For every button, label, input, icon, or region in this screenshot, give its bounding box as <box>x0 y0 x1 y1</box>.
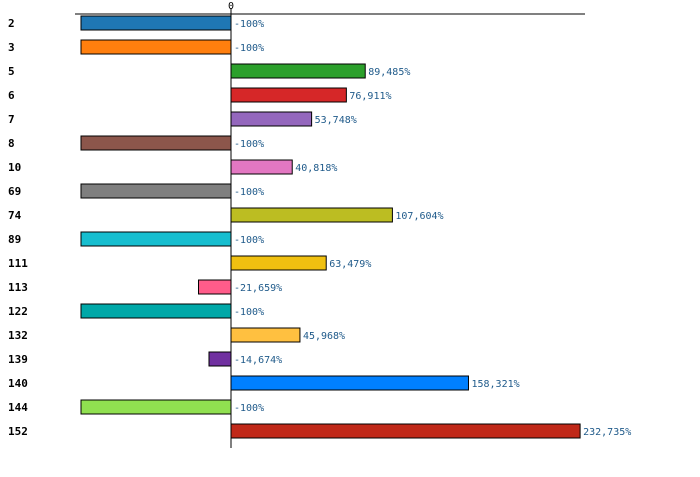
bar-2 <box>80 15 232 31</box>
bar-3 <box>80 39 232 55</box>
bar-69 <box>80 183 232 199</box>
bar-5 <box>230 63 366 79</box>
category-label-111: 111 <box>8 257 28 270</box>
bar-113 <box>198 279 232 295</box>
category-label-113: 113 <box>8 281 28 294</box>
category-label-144: 144 <box>8 401 28 414</box>
bar-8 <box>80 135 232 151</box>
category-label-140: 140 <box>8 377 28 390</box>
category-label-10: 10 <box>8 161 21 174</box>
category-label-74: 74 <box>8 209 22 222</box>
bar-152 <box>230 423 581 439</box>
category-label-132: 132 <box>8 329 28 342</box>
value-label-69: -100% <box>234 187 264 198</box>
value-label-113: -21,659% <box>234 283 282 294</box>
value-label-3: -100% <box>234 43 264 54</box>
value-label-8: -100% <box>234 139 264 150</box>
value-label-6: 76,911% <box>349 91 391 102</box>
value-label-122: -100% <box>234 307 264 318</box>
category-label-3: 3 <box>8 41 15 54</box>
value-label-74: 107,604% <box>395 211 443 222</box>
value-label-7: 53,748% <box>315 115 357 126</box>
category-label-152: 152 <box>8 425 28 438</box>
value-label-132: 45,968% <box>303 331 345 342</box>
value-label-152: 232,735% <box>583 427 631 438</box>
bar-7 <box>230 111 313 127</box>
category-label-6: 6 <box>8 89 15 102</box>
value-label-5: 89,485% <box>368 67 410 78</box>
bars-layer: 2 -100% 3 -100% 5 89,485% 6 76,911% 7 53,748% 8 -10… <box>8 15 631 439</box>
value-label-139: -14,674% <box>234 355 282 366</box>
category-label-7: 7 <box>8 113 15 126</box>
category-label-122: 122 <box>8 305 28 318</box>
bar-139 <box>208 351 232 367</box>
bar-144 <box>80 399 232 415</box>
bar-6 <box>230 87 347 103</box>
value-label-2: -100% <box>234 19 264 30</box>
category-label-5: 5 <box>8 65 15 78</box>
bar-111 <box>230 255 327 271</box>
bar-122 <box>80 303 232 319</box>
bar-10 <box>230 159 293 175</box>
value-label-111: 63,479% <box>329 259 371 270</box>
value-label-140: 158,321% <box>471 379 519 390</box>
value-label-10: 40,818% <box>295 163 337 174</box>
bar-140 <box>230 375 469 391</box>
bar-132 <box>230 327 301 343</box>
value-label-89: -100% <box>234 235 264 246</box>
category-label-2: 2 <box>8 17 15 30</box>
bar-74 <box>230 207 393 223</box>
category-label-8: 8 <box>8 137 15 150</box>
category-label-89: 89 <box>8 233 21 246</box>
category-label-139: 139 <box>8 353 28 366</box>
zero-tick-label: 0 <box>228 1 234 12</box>
bar-89 <box>80 231 232 247</box>
value-label-144: -100% <box>234 403 264 414</box>
category-label-69: 69 <box>8 185 21 198</box>
